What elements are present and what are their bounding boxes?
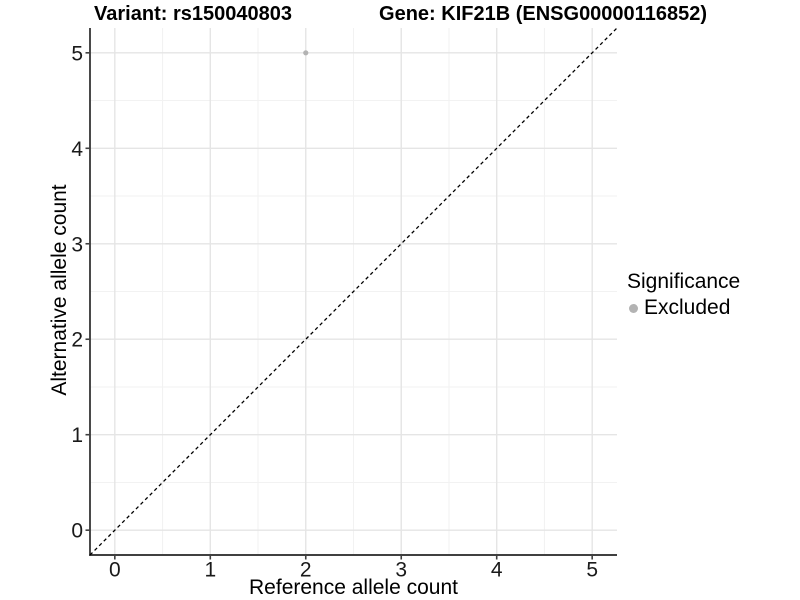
y-tick-label: 1 (71, 424, 83, 447)
data-point (303, 50, 309, 56)
legend-item-excluded: Excluded (627, 296, 740, 320)
legend-title: Significance (627, 270, 741, 293)
y-tick-label: 0 (71, 520, 83, 543)
y-tick-label: 2 (71, 329, 83, 352)
excluded-marker-icon (629, 303, 638, 313)
plot-title-gene: Gene: KIF21B (ENSG00000116852) (379, 3, 707, 25)
plot-title-variant: Variant: rs150040803 (94, 3, 292, 25)
identity-reference-line (89, 27, 618, 556)
legend-item-label: Excluded (644, 296, 731, 320)
x-axis-title: Reference allele count (249, 576, 458, 599)
legend: Significance Excluded (627, 270, 740, 320)
x-tick-label: 3 (395, 559, 407, 582)
x-tick-label: 0 (109, 559, 121, 582)
y-axis-title: Alternative allele count (48, 184, 71, 396)
y-tick-label: 4 (71, 138, 83, 161)
y-tick-label: 5 (71, 42, 83, 65)
x-tick-label: 2 (300, 559, 312, 582)
x-tick-label: 4 (491, 559, 503, 582)
x-tick-label: 1 (204, 559, 216, 582)
x-tick-label: 5 (586, 559, 598, 582)
y-tick-label: 3 (71, 233, 83, 256)
